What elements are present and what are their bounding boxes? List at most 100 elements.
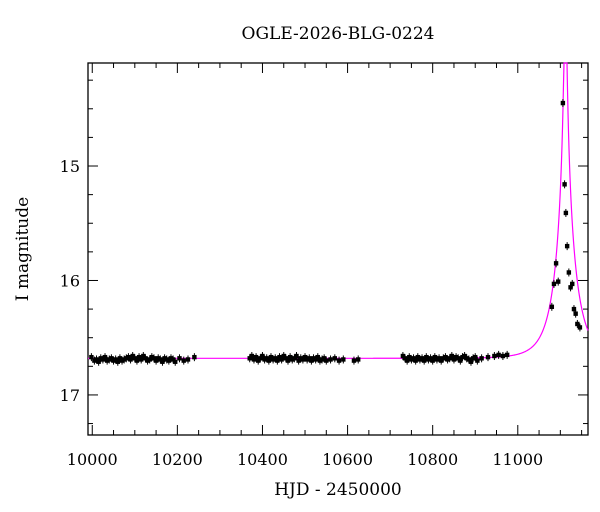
point-marker bbox=[575, 321, 580, 327]
point-marker bbox=[296, 358, 301, 363]
point-marker bbox=[181, 358, 186, 363]
point-marker bbox=[247, 356, 252, 361]
point-marker bbox=[562, 182, 567, 187]
point-marker bbox=[130, 353, 135, 359]
point-marker bbox=[500, 353, 506, 359]
data-point bbox=[173, 357, 178, 366]
x-tick-label: 10200 bbox=[152, 450, 203, 469]
point-marker bbox=[138, 357, 144, 362]
point-marker bbox=[573, 311, 578, 316]
point-marker bbox=[456, 356, 461, 361]
point-marker bbox=[570, 281, 575, 287]
point-marker bbox=[564, 243, 570, 249]
point-marker bbox=[451, 357, 457, 362]
point-marker bbox=[473, 354, 478, 360]
y-tick-label: 15 bbox=[60, 157, 80, 176]
point-marker bbox=[351, 358, 357, 363]
point-marker bbox=[436, 356, 442, 361]
x-tick-label: 10400 bbox=[237, 450, 288, 469]
data-point bbox=[566, 268, 572, 277]
data-point bbox=[570, 279, 575, 288]
point-marker bbox=[404, 358, 410, 363]
point-marker bbox=[485, 354, 491, 360]
point-marker bbox=[468, 359, 474, 364]
point-marker bbox=[553, 261, 559, 266]
point-marker bbox=[356, 357, 361, 362]
point-marker bbox=[132, 356, 138, 361]
point-marker bbox=[479, 356, 484, 361]
point-marker bbox=[143, 356, 148, 361]
point-marker bbox=[400, 353, 406, 359]
point-marker bbox=[341, 357, 346, 362]
point-marker bbox=[258, 356, 263, 361]
point-marker bbox=[126, 354, 131, 360]
point-marker bbox=[307, 356, 312, 361]
point-marker bbox=[449, 353, 455, 359]
point-marker bbox=[136, 354, 142, 360]
point-marker bbox=[147, 357, 152, 362]
point-marker bbox=[492, 353, 497, 359]
data-point bbox=[185, 355, 191, 364]
y-tick-label: 17 bbox=[60, 386, 80, 405]
point-marker bbox=[560, 100, 566, 106]
data-point bbox=[479, 354, 484, 363]
x-tick-label: 10800 bbox=[407, 450, 458, 469]
point-marker bbox=[177, 356, 182, 361]
data-point bbox=[564, 242, 570, 251]
point-marker bbox=[549, 304, 555, 310]
point-marker bbox=[153, 358, 159, 363]
data-point bbox=[475, 356, 480, 365]
point-marker bbox=[287, 354, 293, 360]
point-marker bbox=[94, 357, 99, 362]
model-curve bbox=[88, 62, 589, 359]
point-marker bbox=[192, 354, 197, 360]
point-marker bbox=[253, 354, 259, 360]
y-axis-label: I magnitude bbox=[13, 197, 33, 301]
y-tick-label: 16 bbox=[60, 271, 80, 290]
data-point bbox=[575, 319, 580, 328]
data-point bbox=[192, 353, 197, 362]
chart-title: OGLE-2026-BLG-0224 bbox=[242, 24, 435, 44]
point-marker bbox=[277, 354, 282, 360]
point-marker bbox=[496, 352, 501, 358]
point-marker bbox=[294, 353, 299, 359]
point-marker bbox=[309, 358, 314, 363]
point-marker bbox=[292, 356, 297, 361]
point-marker bbox=[302, 354, 308, 360]
point-marker bbox=[268, 354, 274, 360]
point-marker bbox=[563, 210, 569, 216]
data-point bbox=[504, 350, 510, 359]
point-marker bbox=[462, 353, 467, 359]
point-marker bbox=[273, 356, 278, 361]
point-marker bbox=[283, 356, 289, 361]
point-marker bbox=[249, 353, 255, 359]
data-point bbox=[356, 355, 361, 364]
data-point bbox=[549, 302, 555, 311]
point-marker bbox=[300, 357, 306, 362]
point-marker bbox=[260, 353, 265, 359]
point-marker bbox=[413, 358, 418, 363]
point-marker bbox=[419, 356, 425, 361]
point-marker bbox=[279, 357, 284, 362]
point-marker bbox=[170, 357, 176, 362]
point-marker bbox=[89, 354, 94, 360]
point-marker bbox=[166, 358, 172, 363]
point-marker bbox=[160, 359, 165, 364]
x-tick-label: 11000 bbox=[492, 450, 543, 469]
point-marker bbox=[466, 357, 472, 362]
point-marker bbox=[313, 357, 318, 362]
x-axis-label: HJD - 2450000 bbox=[274, 480, 402, 500]
point-marker bbox=[428, 356, 433, 361]
point-marker bbox=[336, 358, 342, 363]
data-point bbox=[577, 323, 583, 332]
point-marker bbox=[266, 358, 272, 363]
point-marker bbox=[128, 357, 133, 362]
point-marker bbox=[134, 358, 140, 363]
point-marker bbox=[251, 357, 257, 362]
point-marker bbox=[285, 358, 291, 363]
point-marker bbox=[264, 356, 269, 361]
point-marker bbox=[173, 359, 178, 364]
data-point bbox=[551, 279, 557, 288]
data-point bbox=[336, 356, 342, 365]
